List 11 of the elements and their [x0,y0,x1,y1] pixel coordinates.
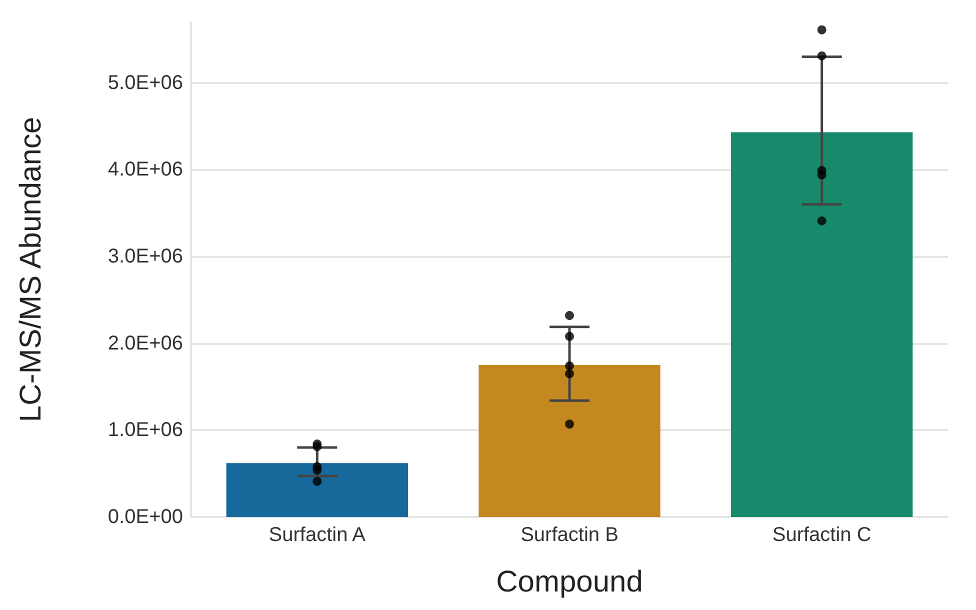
y-tick-label: 4.0E+06 [108,158,183,181]
y-axis-title: LC-MS/MS Abundance [14,116,48,422]
y-tick-label: 1.0E+06 [108,419,183,442]
y-tick-label: 5.0E+06 [108,72,183,94]
x-tick-label: Surfactin A [268,524,366,546]
x-tick-label: Surfactin C [772,524,872,546]
y-tick-label: 3.0E+06 [108,245,183,268]
x-axis-title: Compound [496,566,643,598]
y-tick-label: 0.0E+00 [108,506,183,528]
x-tick-label: Surfactin B [520,524,618,546]
y-tick-label: 2.0E+06 [108,332,183,354]
